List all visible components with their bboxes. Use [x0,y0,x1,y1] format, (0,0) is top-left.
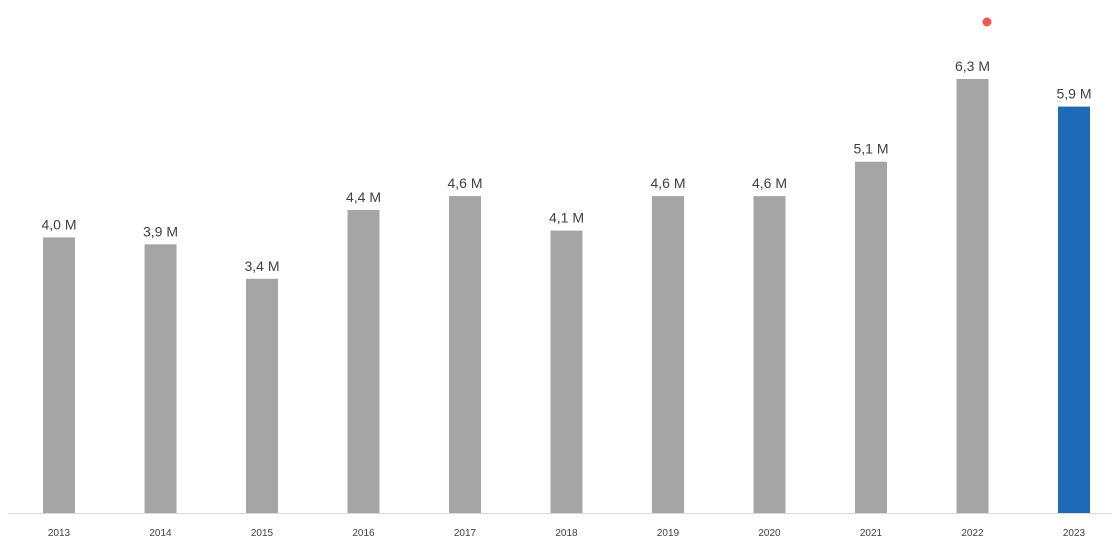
data-label-2018: 4,1 M [549,210,584,226]
data-labels-layer: 4,0 M 3,9 M 3,4 M 4,4 M 4,6 M 4,1 M 4,6 M 4,6 M… [41,58,1091,274]
data-label-2022: 6,3 M [955,58,990,74]
x-tick-label-2023: 2023 [1063,528,1086,538]
x-tick-label-2020: 2020 [758,528,781,538]
x-tick-label-2015: 2015 [251,528,274,538]
x-tick-label-2019: 2019 [657,528,680,538]
bar-2017 [449,196,481,513]
bar-2021 [855,161,887,513]
bar-2020 [753,196,786,513]
x-tick-label-2013: 2013 [48,528,71,538]
bar-2014 [144,244,177,514]
x-tick-label-2021: 2021 [860,528,883,538]
x-tick-label-2022: 2022 [961,528,984,538]
x-tick-label-2014: 2014 [149,528,172,538]
bar-2019 [652,196,684,513]
data-label-2021: 5,1 M [853,141,888,157]
bar-2015 [246,278,278,513]
bar-2022 [956,79,989,513]
data-label-2013: 4,0 M [41,216,76,232]
bars-layer [43,79,1090,514]
x-axis-ticks-layer: 2013 2014 2015 2016 2017 2018 2019 2020 2021 2022… [48,528,1086,538]
x-tick-label-2017: 2017 [454,528,477,538]
data-label-2014: 3,9 M [143,223,178,239]
data-label-2019: 4,6 M [650,175,685,191]
data-label-2016: 4,4 M [346,189,381,205]
x-tick-label-2016: 2016 [352,528,375,538]
bar-2018 [550,230,583,513]
data-label-2017: 4,6 M [447,175,482,191]
data-label-2020: 4,6 M [752,175,787,191]
bar-2023 [1058,106,1090,513]
data-label-2015: 3,4 M [244,258,279,274]
x-tick-label-2018: 2018 [555,528,578,538]
bar-2016 [347,209,380,513]
data-label-2023: 5,9 M [1056,86,1091,102]
bar-2013 [43,237,75,513]
red-marker-dot [982,17,992,27]
